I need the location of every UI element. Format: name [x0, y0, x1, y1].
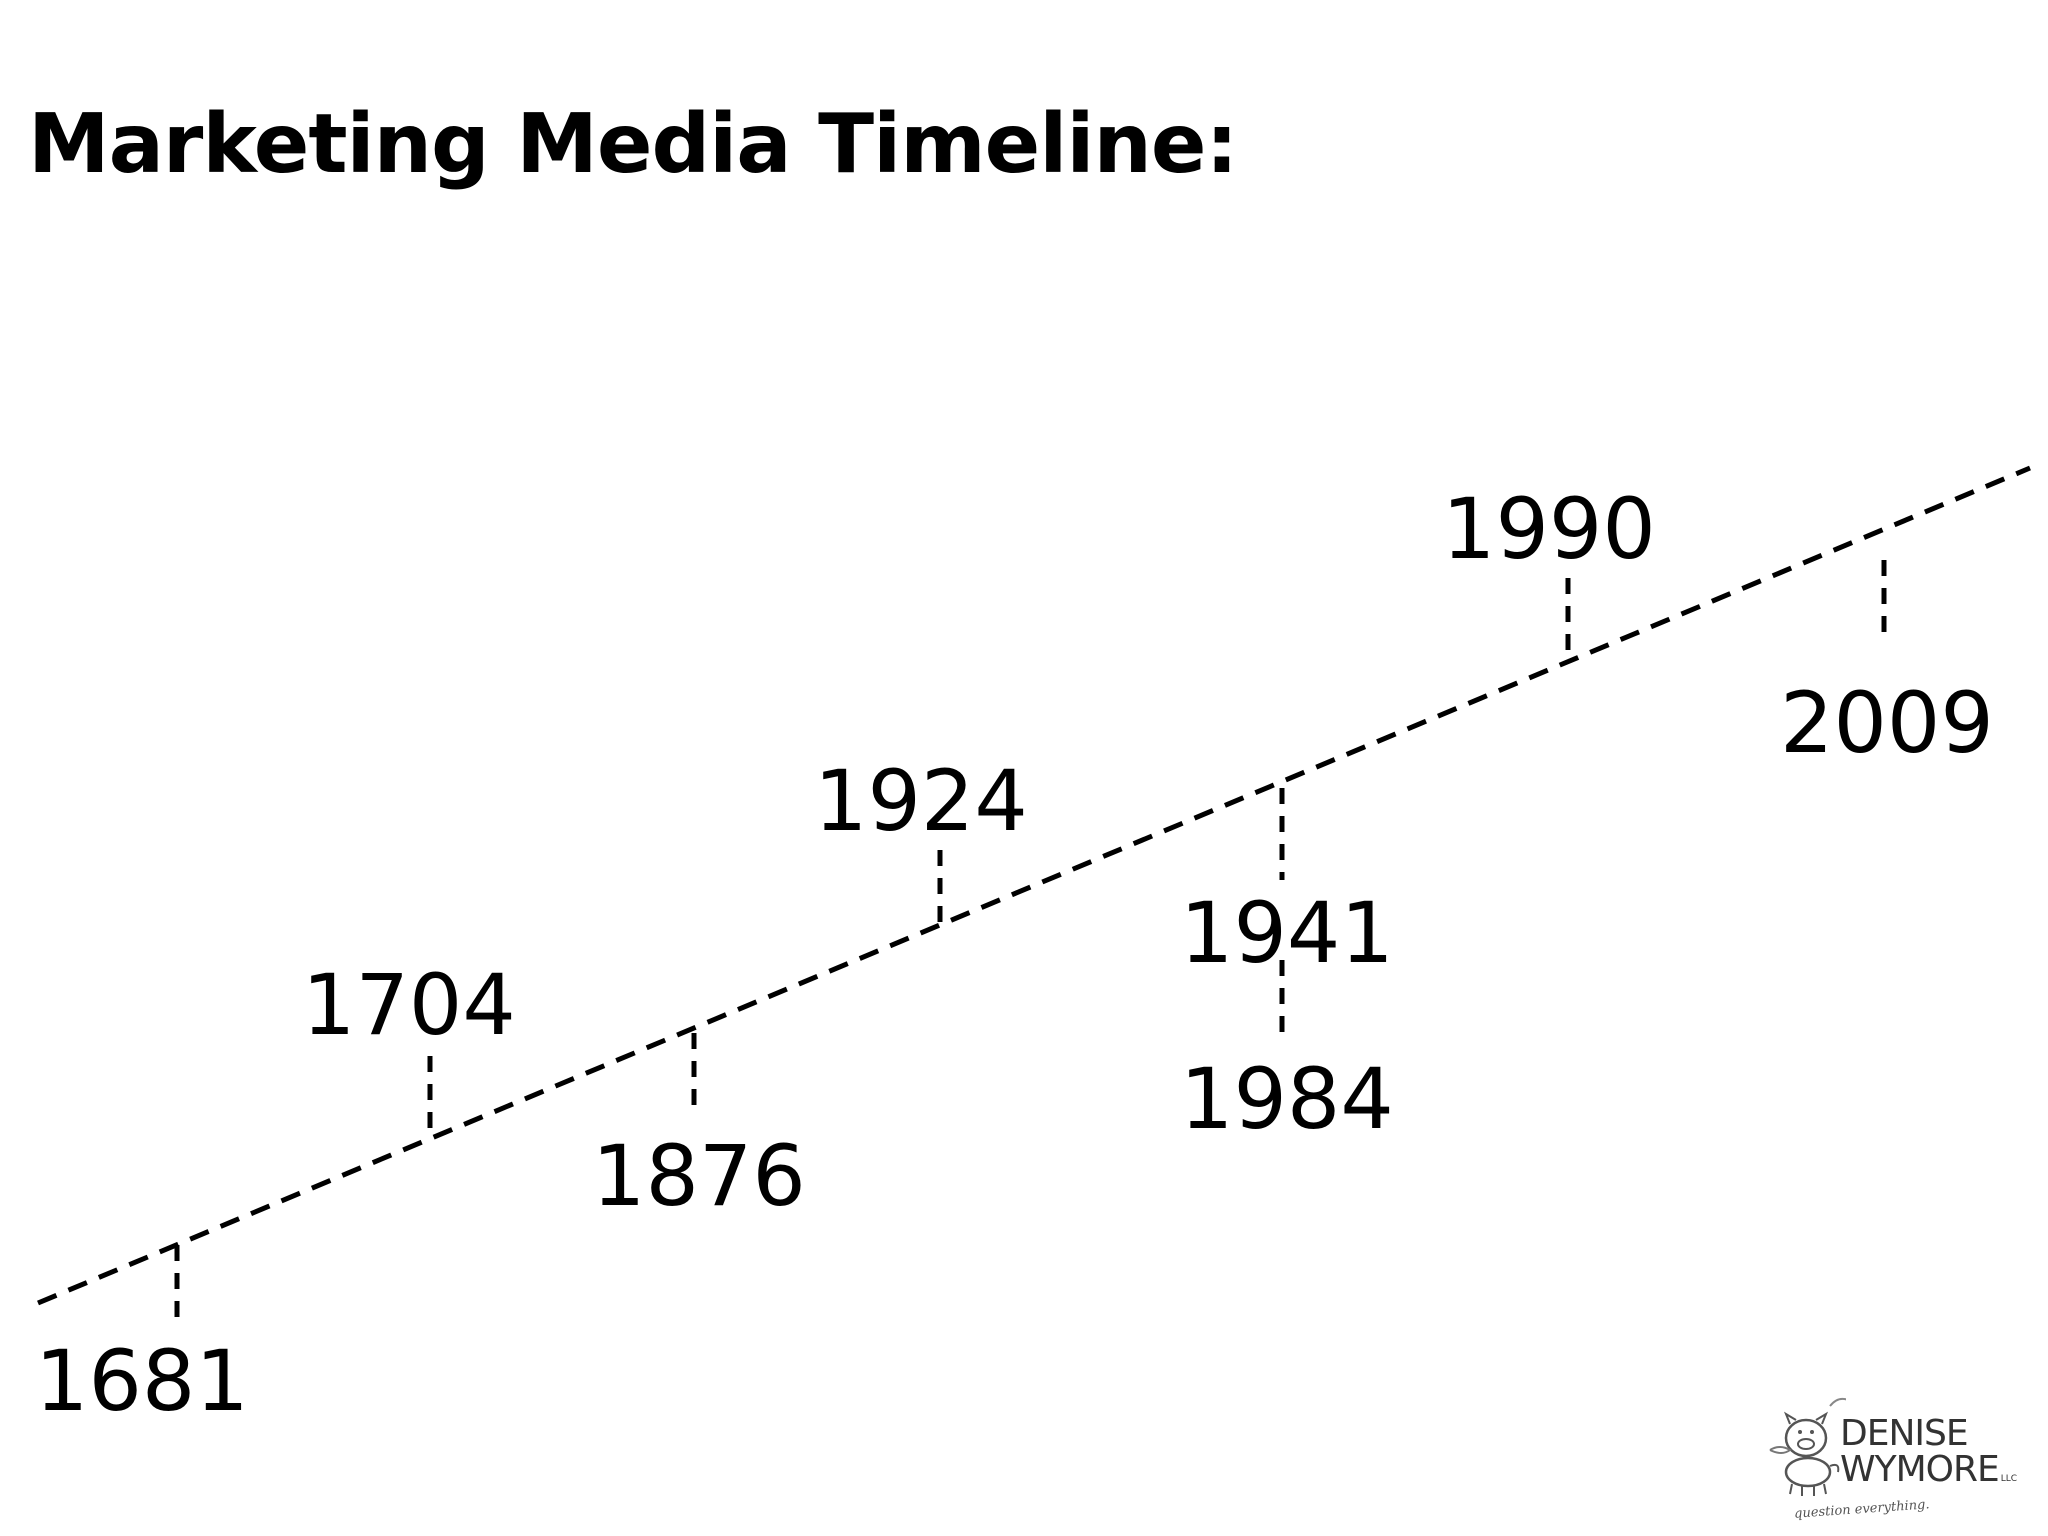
denise-wymore-logo: DENISE WYMORE LLC question everything. — [1768, 1388, 2018, 1524]
logo-suffix: LLC — [2000, 1474, 2018, 1484]
logo-name-line2: WYMORE LLC — [1840, 1449, 2018, 1490]
year-label-1681: 1681 — [35, 1332, 249, 1430]
year-label-1941: 1941 — [1180, 884, 1394, 982]
year-label-1990: 1990 — [1442, 480, 1656, 578]
slide-title: Marketing Media Timeline: — [28, 97, 1238, 192]
timeline-axis — [37, 465, 2031, 1306]
year-label-1984: 1984 — [1180, 1050, 1394, 1148]
pig-mascot-icon — [1769, 1397, 1846, 1496]
year-label-1876: 1876 — [592, 1127, 806, 1225]
year-label-1924: 1924 — [814, 752, 1028, 850]
logo-name-line1: DENISE — [1840, 1413, 1969, 1454]
year-label-2009: 2009 — [1780, 674, 1994, 772]
year-label-1704: 1704 — [302, 956, 516, 1054]
